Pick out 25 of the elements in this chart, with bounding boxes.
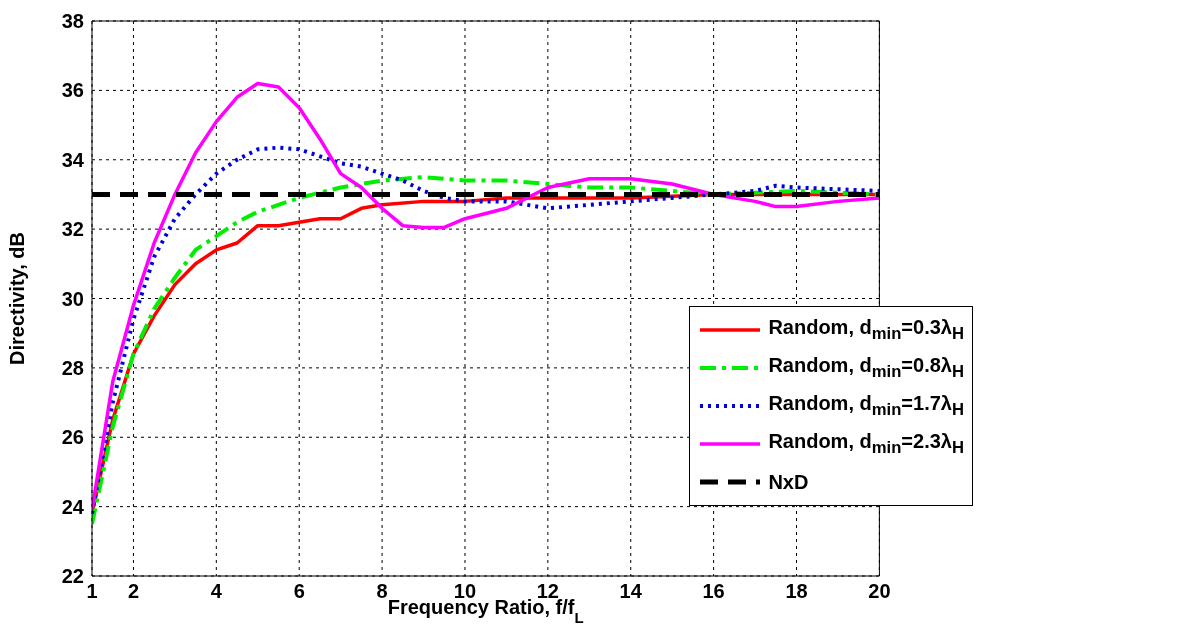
y-tick-label: 36 xyxy=(61,79,84,102)
y-tick-label: 30 xyxy=(61,287,84,310)
y-tick-label: 22 xyxy=(61,565,84,588)
x-tick-label: 18 xyxy=(785,580,808,603)
y-tick-label: 32 xyxy=(61,218,84,241)
y-axis-title: Directivity, dB xyxy=(6,232,28,365)
x-tick-label: 10 xyxy=(453,580,477,603)
y-tick-label: 34 xyxy=(61,148,85,171)
x-tick-label: 1 xyxy=(86,580,98,603)
x-tick-label: 8 xyxy=(376,580,388,603)
y-tick-label: 24 xyxy=(61,495,85,518)
x-tick-label: 4 xyxy=(210,580,223,603)
y-tick-label: 26 xyxy=(61,426,84,449)
y-tick-label: 38 xyxy=(61,10,84,33)
x-tick-label: 6 xyxy=(293,580,305,603)
y-tick-label: 28 xyxy=(61,356,84,379)
x-tick-label: 2 xyxy=(127,580,139,603)
legend-label: Random, d$_{min}$=0.3λ$_{H}$ xyxy=(768,316,964,344)
legend-label: NxD xyxy=(768,470,809,494)
legend-label: Random, d$_{min}$=2.3λ$_{H}$ xyxy=(768,430,964,458)
x-tick-label: 16 xyxy=(702,580,725,603)
legend-label: Random, d$_{min}$=0.8λ$_{H}$ xyxy=(768,354,964,382)
x-tick-label: 14 xyxy=(619,580,643,603)
x-tick-label: 20 xyxy=(868,580,891,603)
legend-label: Random, d$_{min}$=1.7λ$_{H}$ xyxy=(768,392,964,420)
